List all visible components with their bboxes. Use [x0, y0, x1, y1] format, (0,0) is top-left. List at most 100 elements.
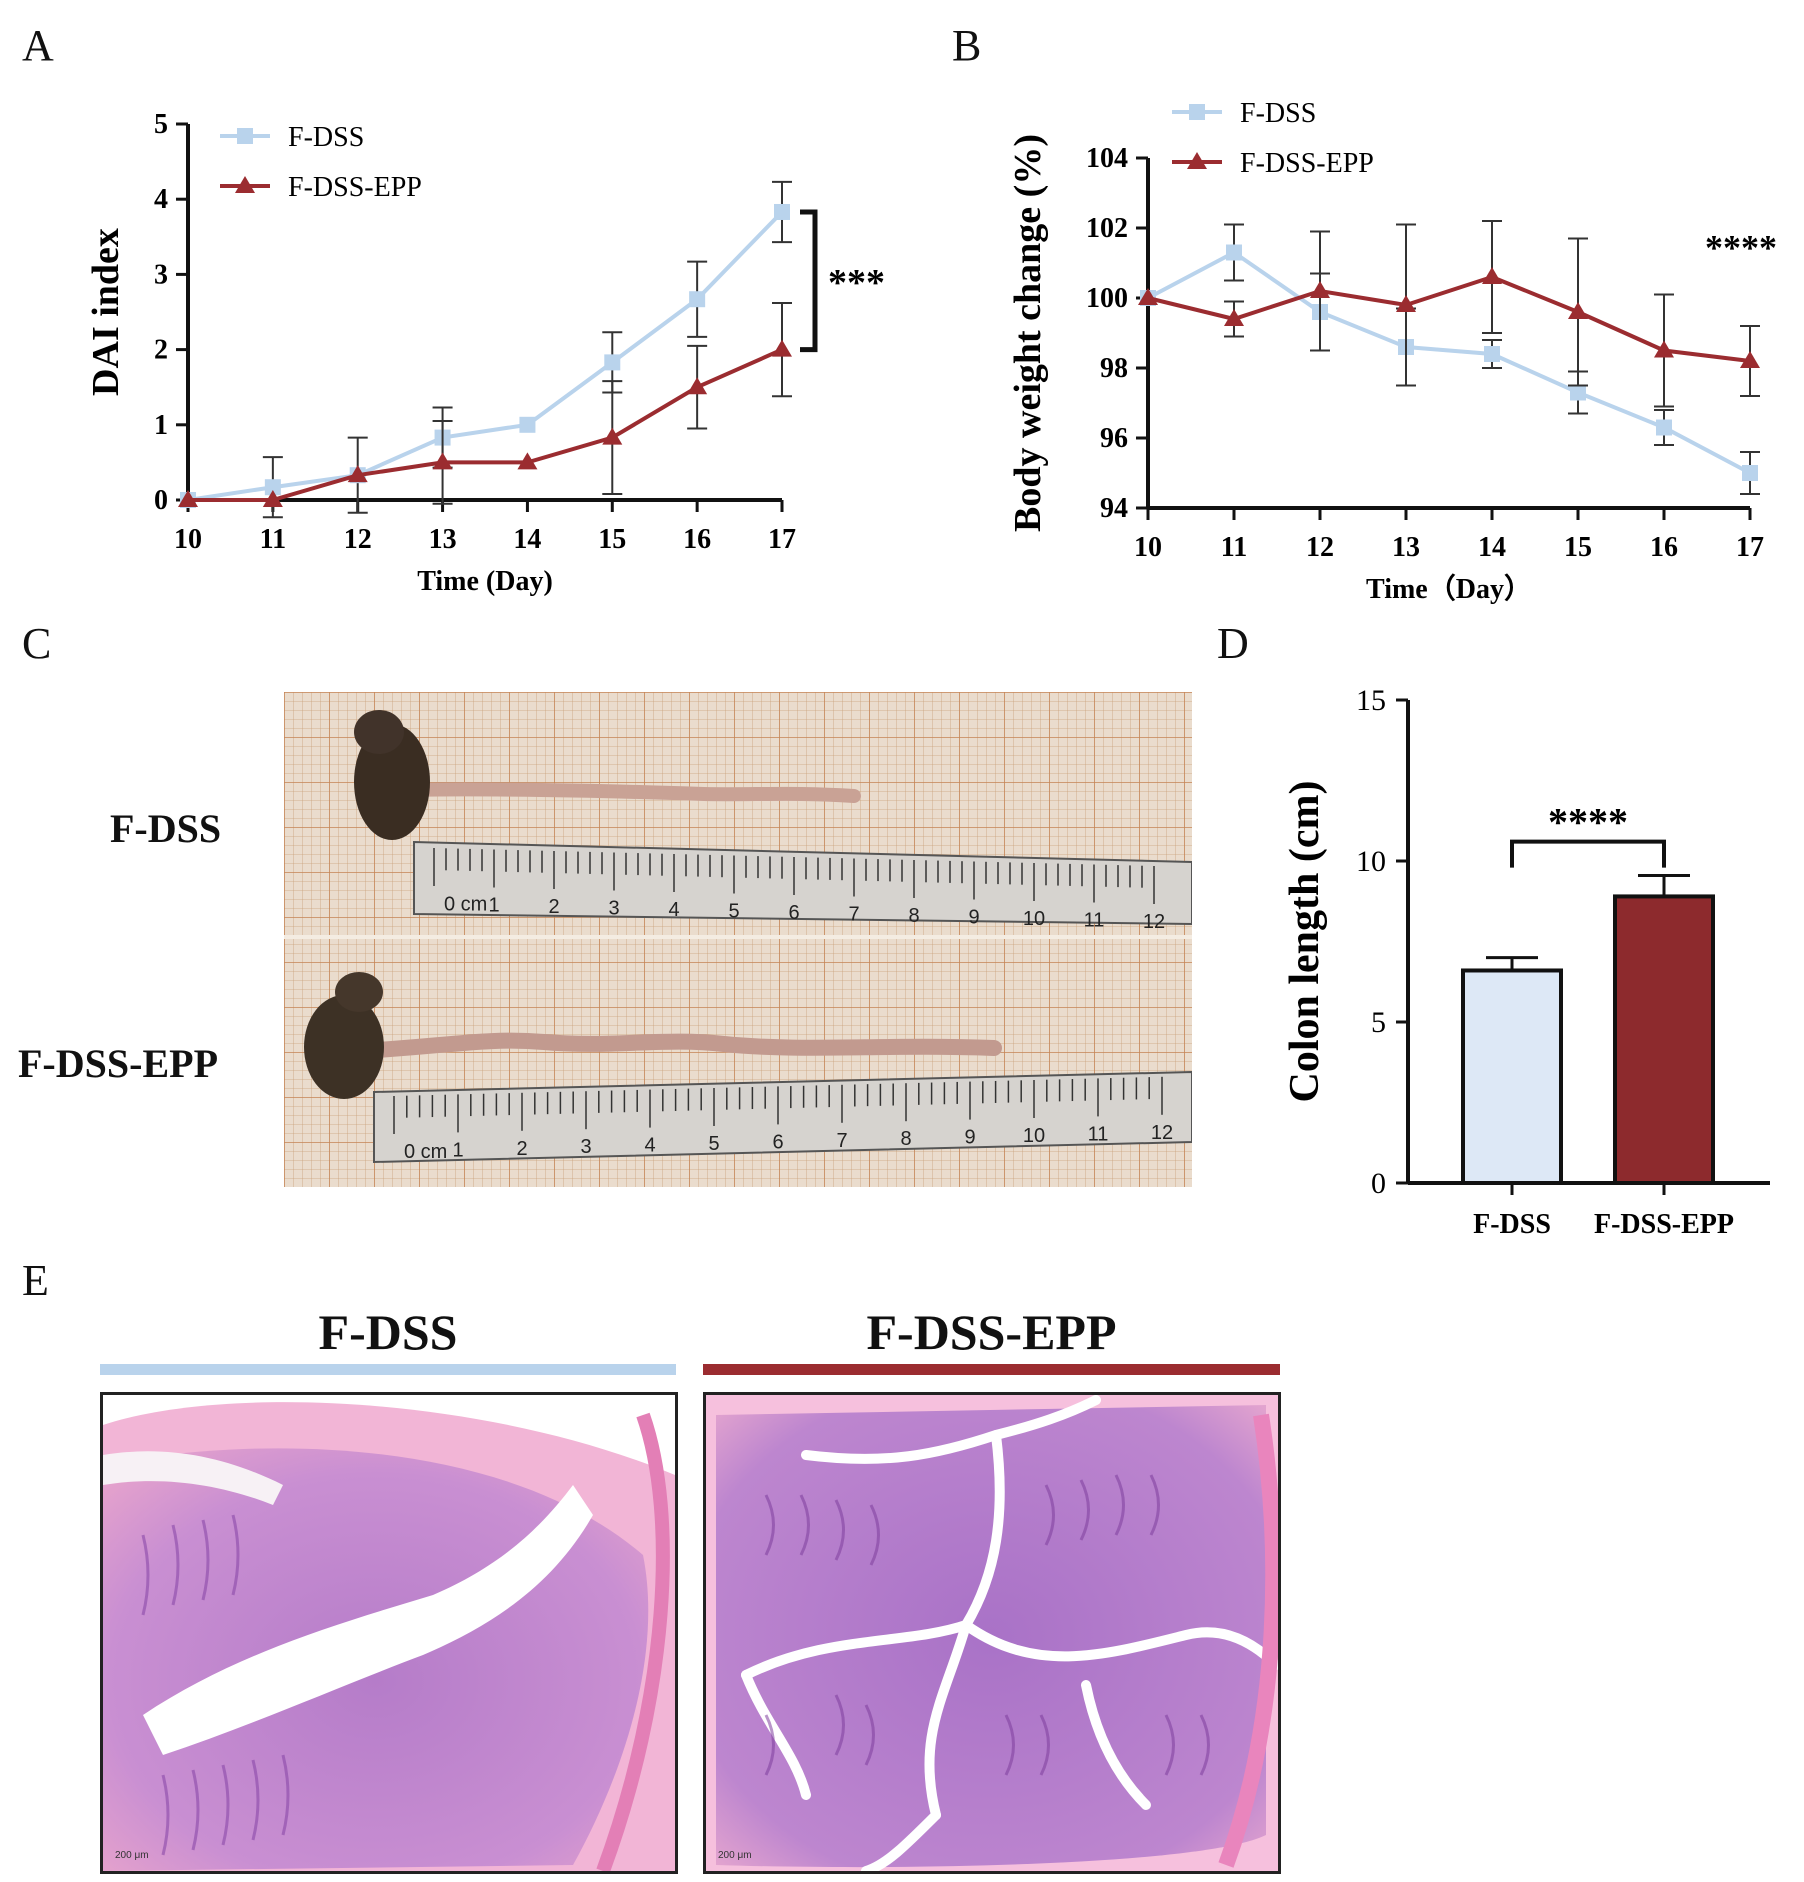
data-point — [687, 377, 708, 395]
x-tick-label: 11 — [1221, 532, 1247, 563]
data-point — [347, 465, 368, 483]
photo-c-label-fdss: F-DSS — [110, 806, 222, 851]
x-tick-label: 17 — [768, 524, 796, 555]
data-point — [1654, 340, 1674, 358]
series-line — [1147, 250, 1751, 475]
series-line — [187, 210, 784, 502]
series-line — [188, 347, 783, 502]
x-tick-label: 16 — [683, 524, 711, 555]
histology-image-fdssepp: 200 μm — [703, 1392, 1281, 1874]
bar-fdss — [1461, 968, 1563, 1185]
ruler-label: 10 — [1023, 908, 1045, 930]
colon-fdss — [357, 782, 861, 803]
histology-image-fdss: 200 μm — [100, 1392, 678, 1874]
data-point — [1656, 419, 1672, 436]
panel-letter-a: A — [22, 21, 54, 70]
data-point — [264, 479, 281, 496]
data-point — [432, 452, 453, 470]
data-point — [1224, 309, 1244, 326]
y-tick-label: 5 — [154, 109, 168, 140]
legend-label: F-DSS — [288, 122, 364, 153]
y-tick-label: 98 — [1100, 353, 1128, 384]
panel-letter-e: E — [22, 1256, 49, 1305]
legend-marker — [1187, 152, 1207, 169]
histo-title-fdssepp: F-DSS-EPP — [866, 1304, 1117, 1360]
y-axis-label: Body weight change (%) — [1007, 134, 1049, 532]
y-tick-label: 15 — [1356, 684, 1386, 717]
ruler-label: 0 cm — [444, 893, 487, 915]
ruler-label: 1 — [488, 895, 499, 917]
bar-fdssepp — [1613, 894, 1715, 1185]
photo-c-label-fdssepp: F-DSS-EPP — [18, 1041, 218, 1086]
colon-photo: 0 cm 1 2 3 4 5 6 7 8 9 10 11 12 0 cm 1 2 3 4 5 6 7 8 9 10 11 12 — [284, 692, 1192, 1187]
ruler-fdssepp — [373, 1070, 1192, 1164]
data-point — [689, 291, 706, 308]
y-tick-label: 4 — [154, 184, 168, 215]
panel-letter-b: B — [952, 21, 982, 70]
ruler-label: 10 — [1023, 1125, 1045, 1147]
legend-label: F-DSS — [1240, 98, 1316, 129]
data-point — [604, 354, 621, 371]
data-point — [1396, 295, 1416, 312]
ruler-label: 2 — [516, 1138, 527, 1160]
y-tick-label: 3 — [154, 259, 168, 290]
histo-title-fdss: F-DSS — [318, 1304, 458, 1360]
x-tick-label: F-DSS-EPP — [1594, 1209, 1734, 1240]
legend-label: F-DSS-EPP — [288, 172, 422, 203]
y-tick-label: 10 — [1356, 845, 1386, 878]
data-point — [772, 339, 792, 357]
data-point — [517, 452, 538, 470]
x-axis-label: Time（Day） — [1366, 572, 1532, 605]
ruler-label: 0 cm — [404, 1141, 447, 1163]
ruler-label: 11 — [1088, 1123, 1109, 1145]
ruler-label: 8 — [908, 905, 919, 927]
data-point — [1484, 346, 1500, 362]
ruler-label: 12 — [1151, 1122, 1173, 1144]
significance-bracket — [800, 209, 818, 353]
y-axis-label: DAI index — [85, 228, 127, 396]
ruler-label: 6 — [772, 1131, 783, 1153]
x-tick-label: 10 — [174, 524, 202, 555]
ruler-label: 3 — [580, 1136, 591, 1158]
data-point — [1226, 244, 1242, 261]
x-axis-label: Time (Day) — [417, 566, 553, 597]
series-line — [1147, 274, 1751, 363]
x-tick-label: 10 — [1134, 532, 1162, 563]
data-point — [602, 427, 623, 445]
histo-bar-fdss — [100, 1364, 676, 1375]
data-point — [178, 490, 198, 507]
panel-letter-c: C — [22, 619, 52, 668]
ruler-label: 6 — [788, 902, 799, 924]
x-tick-label: 15 — [598, 524, 626, 555]
x-tick-label: 16 — [1650, 532, 1678, 563]
ruler-label: 4 — [668, 899, 679, 921]
y-tick-label: 94 — [1100, 493, 1128, 524]
scale-bar-fdss: 200 μm — [115, 1850, 149, 1861]
data-point — [1568, 302, 1588, 319]
colon-fdssepp — [336, 1032, 1002, 1060]
ruler-label: 2 — [548, 896, 559, 918]
x-tick-label: 13 — [429, 524, 457, 555]
y-tick-label: 102 — [1086, 213, 1128, 244]
x-tick-label: 13 — [1392, 532, 1420, 563]
data-point — [1310, 281, 1330, 298]
data-point — [1138, 288, 1158, 305]
ruler-label: 5 — [728, 901, 739, 923]
x-tick-label: 15 — [1564, 532, 1592, 563]
data-point — [519, 416, 536, 433]
x-tick-label: 14 — [1478, 532, 1506, 563]
ruler-label: 9 — [964, 1127, 975, 1149]
ruler-label: 1 — [452, 1139, 463, 1161]
series-fdssepp — [178, 301, 792, 507]
y-tick-label: 104 — [1086, 143, 1128, 174]
data-point — [1742, 465, 1758, 481]
legend-marker — [235, 176, 255, 193]
y-tick-label: 5 — [1371, 1006, 1386, 1039]
x-tick-label: 14 — [513, 524, 541, 555]
ruler-label: 9 — [968, 907, 979, 929]
y-tick-label: 0 — [154, 485, 168, 516]
scale-bar-fdssepp: 200 μm — [718, 1850, 752, 1861]
x-tick-label: F-DSS — [1473, 1209, 1551, 1240]
